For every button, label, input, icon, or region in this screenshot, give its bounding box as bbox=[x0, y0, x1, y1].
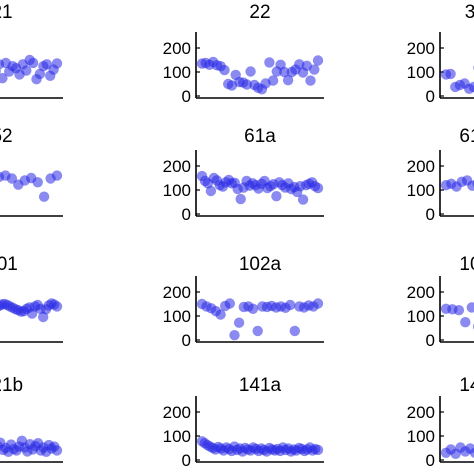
data-point bbox=[229, 330, 240, 341]
panel-101: 1010100200 bbox=[0, 254, 63, 343]
panel-title: 14 bbox=[459, 375, 474, 396]
data-point bbox=[467, 180, 474, 191]
y-tick-label: 0 bbox=[426, 87, 435, 106]
data-point bbox=[279, 66, 290, 78]
panel-3: 3 0 100 200 bbox=[407, 2, 474, 106]
data-point bbox=[282, 75, 294, 86]
panel-61a: 61a 0 100 200 bbox=[163, 126, 324, 224]
data-point bbox=[264, 57, 275, 68]
data-point bbox=[233, 317, 245, 328]
panel-102a: 102a 0 100 200 bbox=[163, 254, 324, 350]
y-tick-label: 100 bbox=[163, 63, 191, 82]
data-point bbox=[312, 55, 324, 66]
data-point bbox=[247, 303, 259, 314]
data-point bbox=[215, 309, 226, 320]
data-point bbox=[51, 58, 63, 69]
data-point bbox=[297, 194, 309, 205]
y-tick-label: 0 bbox=[182, 205, 191, 224]
y-tick-label: 100 bbox=[407, 307, 435, 326]
data-point bbox=[271, 191, 282, 202]
data-point bbox=[468, 81, 474, 93]
y-tick-label: 100 bbox=[407, 427, 435, 446]
data-point bbox=[245, 66, 256, 77]
data-point bbox=[6, 173, 18, 184]
data-point bbox=[219, 64, 230, 76]
y-tick-label: 100 bbox=[163, 427, 191, 446]
y-tick-label: 0 bbox=[182, 87, 191, 106]
data-point bbox=[453, 305, 465, 316]
panel-61: 61 0 100 200 bbox=[407, 126, 474, 224]
data-point bbox=[466, 302, 474, 313]
data-point bbox=[0, 68, 1, 74]
panel-title: 10 bbox=[459, 254, 474, 275]
data-point bbox=[469, 447, 474, 458]
data-point bbox=[267, 75, 279, 86]
data-point bbox=[289, 325, 300, 337]
data-point bbox=[21, 65, 32, 76]
panel-title: 101 bbox=[0, 254, 18, 275]
data-point bbox=[445, 68, 456, 80]
panel-title: 22 bbox=[249, 2, 270, 23]
data-point bbox=[252, 325, 263, 337]
data-point bbox=[32, 177, 43, 188]
panel-title: 61 bbox=[459, 126, 474, 147]
data-point bbox=[224, 298, 235, 309]
data-point bbox=[285, 299, 296, 311]
panel-14: 14 0 100 200 bbox=[407, 375, 474, 470]
y-tick-label: 200 bbox=[407, 39, 435, 58]
panel-title: 3 bbox=[465, 2, 474, 23]
y-tick-label: 100 bbox=[163, 181, 191, 200]
panel-121b: 121b0100200 bbox=[0, 375, 63, 463]
panel-22: 22 0 100 200 bbox=[163, 2, 324, 106]
data-point bbox=[309, 64, 320, 75]
panel-52: 520100200 bbox=[0, 126, 63, 217]
panel-title: 61a bbox=[244, 126, 276, 147]
y-tick-label: 200 bbox=[407, 283, 435, 302]
data-point bbox=[305, 75, 316, 86]
y-tick-label: 0 bbox=[426, 205, 435, 224]
y-tick-label: 0 bbox=[426, 331, 435, 350]
panel-title: 102a bbox=[239, 254, 282, 275]
data-point bbox=[38, 191, 50, 202]
data-point bbox=[312, 298, 324, 309]
y-tick-label: 0 bbox=[182, 451, 191, 470]
y-tick-label: 200 bbox=[163, 283, 191, 302]
y-tick-label: 200 bbox=[407, 157, 435, 176]
data-point bbox=[205, 185, 217, 197]
data-point bbox=[460, 317, 471, 328]
y-tick-label: 0 bbox=[182, 331, 191, 350]
data-point bbox=[51, 301, 63, 312]
data-point bbox=[235, 193, 246, 205]
data-point bbox=[27, 57, 39, 69]
panel-21: 210100200 bbox=[0, 2, 63, 99]
data-point bbox=[241, 79, 253, 90]
panel-title: 21 bbox=[0, 2, 13, 23]
y-tick-label: 200 bbox=[163, 39, 191, 58]
data-point bbox=[312, 182, 324, 194]
data-point bbox=[51, 170, 63, 181]
panel-title: 141a bbox=[239, 375, 282, 396]
data-point bbox=[312, 444, 324, 456]
panel-141a: 141a 0 100 200 bbox=[163, 375, 324, 470]
data-point bbox=[0, 73, 8, 84]
y-tick-label: 200 bbox=[163, 157, 191, 176]
y-tick-label: 100 bbox=[407, 63, 435, 82]
y-tick-label: 100 bbox=[163, 307, 191, 326]
panel-title: 52 bbox=[0, 126, 13, 147]
data-point bbox=[51, 445, 63, 456]
y-tick-label: 100 bbox=[407, 181, 435, 200]
y-tick-label: 0 bbox=[426, 451, 435, 470]
y-tick-label: 200 bbox=[407, 403, 435, 422]
y-tick-label: 200 bbox=[163, 403, 191, 422]
panel-title: 121b bbox=[0, 375, 23, 396]
panel-10: 100100200 bbox=[407, 254, 474, 350]
